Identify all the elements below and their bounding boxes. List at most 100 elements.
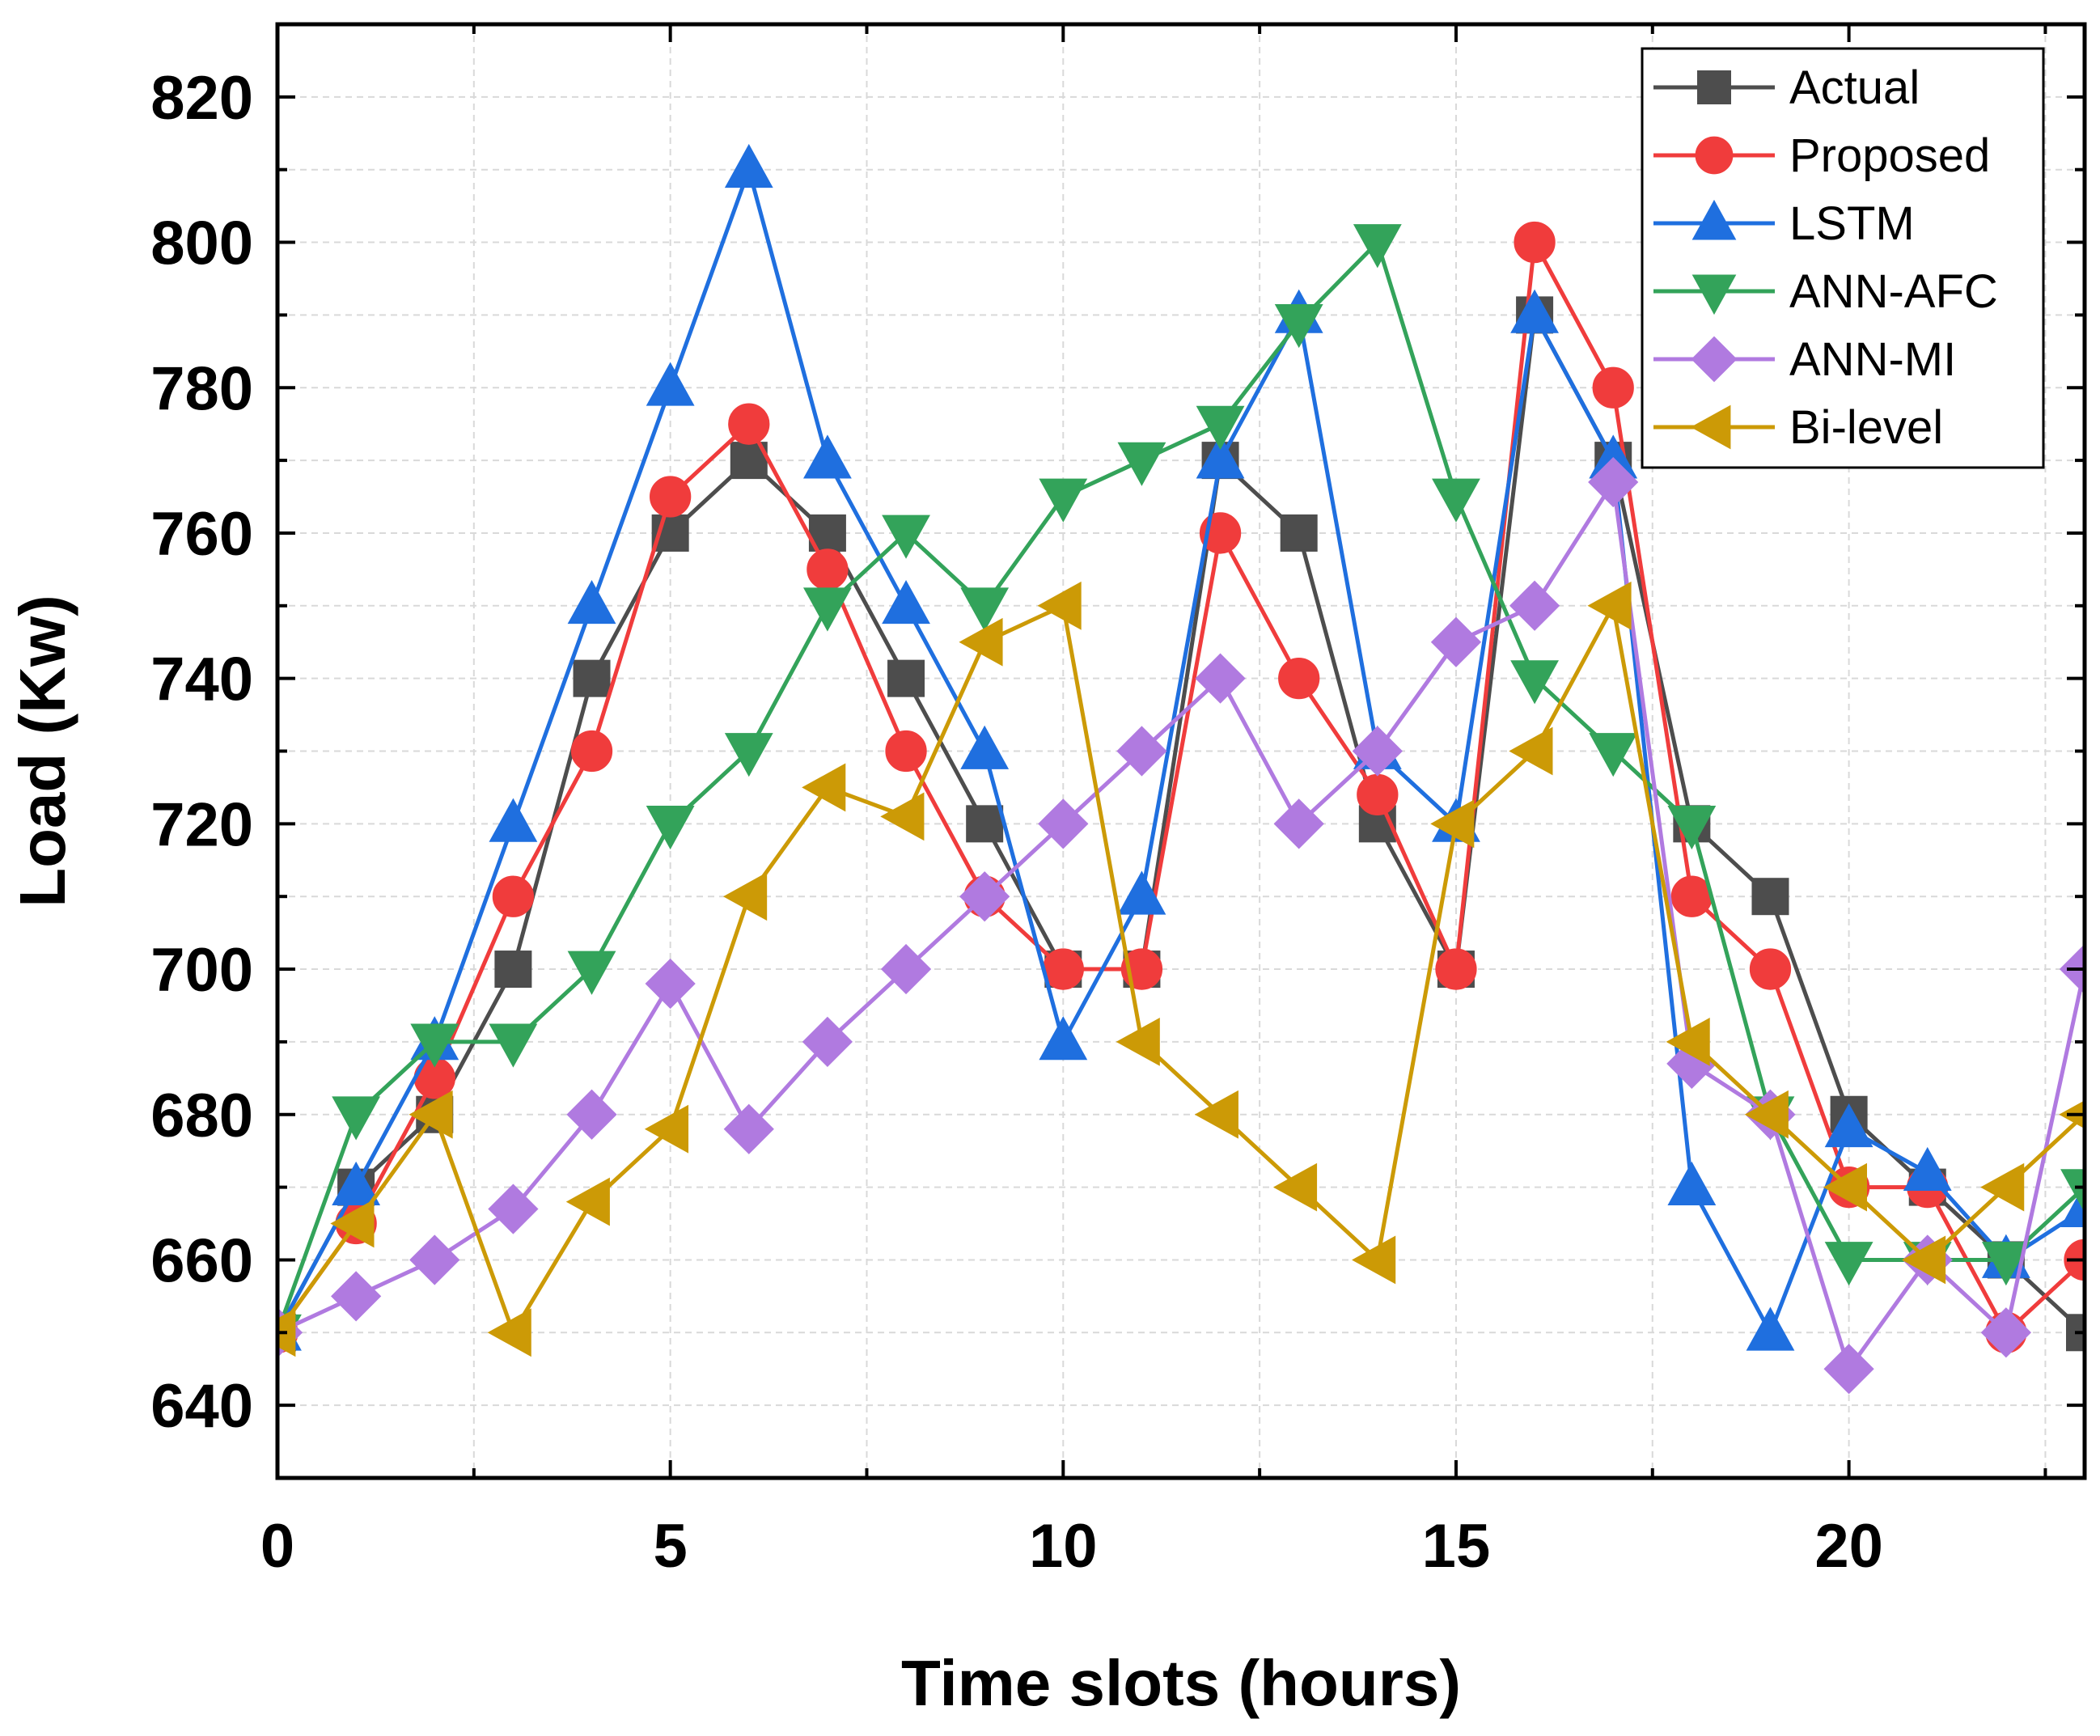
data-point-bi-level bbox=[1587, 581, 1632, 630]
data-point-lstm bbox=[882, 580, 930, 625]
data-point-proposed bbox=[1592, 366, 1634, 409]
data-point-ann-mi bbox=[959, 871, 1010, 922]
data-point-ann-afc bbox=[2060, 1169, 2085, 1213]
data-point-ann-afc bbox=[410, 1023, 459, 1068]
data-point-bi-level bbox=[880, 792, 925, 841]
data-point-ann-afc bbox=[1353, 224, 1402, 269]
data-point-ann-mi bbox=[723, 1103, 774, 1154]
data-point-ann-afc bbox=[1196, 405, 1245, 450]
y-tick-label: 660 bbox=[150, 1226, 253, 1295]
data-point-ann-afc bbox=[1510, 660, 1559, 705]
data-point-ann-mi bbox=[1430, 616, 1482, 667]
legend-box bbox=[1641, 47, 2045, 469]
data-point-bi-level bbox=[1352, 1235, 1396, 1285]
data-point-bi-level bbox=[644, 1104, 689, 1154]
data-point-bi-level bbox=[277, 1308, 296, 1357]
data-point-bi-level bbox=[330, 1199, 375, 1248]
data-point-bi-level bbox=[1509, 726, 1553, 776]
legend-marker-bi-level bbox=[1690, 404, 1731, 450]
legend-marker-ann-mi bbox=[1691, 336, 1738, 383]
data-point-lstm bbox=[332, 1161, 381, 1205]
data-point-ann-mi bbox=[331, 1271, 382, 1322]
data-point-bi-level bbox=[959, 617, 1003, 667]
data-point-proposed bbox=[1357, 773, 1399, 816]
axis-ticks: 640 660 680 700 720 740 760 780 800 820 0 5 10 15 20 bbox=[150, 23, 2085, 1581]
data-point-ann-mi bbox=[1273, 798, 1324, 849]
data-point-ann-afc bbox=[646, 805, 695, 850]
data-point-proposed bbox=[728, 403, 770, 445]
x-tick-label: 20 bbox=[1814, 1512, 1883, 1581]
data-point-ann-mi bbox=[802, 1016, 853, 1068]
data-point-ann-mi bbox=[1509, 580, 1560, 631]
data-point-proposed bbox=[1278, 658, 1320, 700]
data-point-lstm bbox=[724, 143, 773, 188]
data-point-lstm bbox=[1667, 1161, 1717, 1205]
x-tick-label: 15 bbox=[1422, 1512, 1491, 1581]
series-line-proposed bbox=[277, 240, 2085, 1335]
data-point-bi-level bbox=[1744, 1090, 1789, 1139]
data-point-actual bbox=[573, 659, 611, 697]
series-line-ann-afc bbox=[277, 240, 2085, 1334]
data-point-ann-afc bbox=[1981, 1242, 2030, 1286]
data-point-bi-level bbox=[409, 1090, 453, 1139]
data-point-ann-afc bbox=[803, 587, 852, 632]
data-point-ann-mi bbox=[409, 1234, 460, 1285]
data-point-ann-afc bbox=[960, 587, 1010, 632]
data-point-bi-level bbox=[723, 872, 768, 921]
data-point-lstm bbox=[1746, 1306, 1795, 1351]
data-point-ann-mi bbox=[1352, 726, 1403, 777]
y-tick-label: 720 bbox=[150, 790, 253, 859]
data-point-ann-mi bbox=[1823, 1344, 1874, 1395]
data-point-proposed bbox=[885, 730, 927, 773]
y-tick-label: 800 bbox=[150, 210, 253, 278]
y-axis-title: Load (Kw) bbox=[6, 595, 78, 908]
data-point-bi-level bbox=[1901, 1235, 1946, 1285]
y-tick-label: 760 bbox=[150, 500, 253, 569]
data-point-lstm bbox=[1903, 1146, 1952, 1192]
data-point-bi-level bbox=[802, 763, 846, 812]
legend-label-bi-level: Bi-level bbox=[1789, 401, 1943, 454]
data-point-bi-level bbox=[1430, 799, 1475, 849]
data-point-ann-mi bbox=[880, 943, 932, 995]
data-point-ann-afc bbox=[1667, 805, 1717, 850]
x-axis-title: Time slots (hours) bbox=[901, 1647, 1461, 1719]
legend: Actual Proposed LSTM ANN-AFC ANN-MI Bi-level bbox=[1641, 47, 2045, 469]
y-tick-label: 700 bbox=[150, 936, 253, 1005]
data-point-ann-afc bbox=[332, 1096, 381, 1141]
data-point-ann-afc bbox=[1117, 442, 1166, 486]
data-point-bi-level bbox=[1666, 1017, 1710, 1066]
y-tick-label: 640 bbox=[150, 1372, 253, 1441]
data-point-lstm bbox=[960, 725, 1010, 769]
data-point-bi-level bbox=[1823, 1162, 1867, 1212]
data-point-proposed bbox=[1435, 948, 1477, 990]
data-point-actual bbox=[966, 805, 1004, 843]
data-point-actual bbox=[494, 951, 532, 989]
data-point-proposed bbox=[570, 730, 613, 773]
data-point-actual bbox=[1751, 878, 1789, 916]
data-point-lstm bbox=[646, 362, 695, 406]
data-point-ann-afc bbox=[1274, 304, 1323, 349]
data-point-proposed bbox=[1514, 221, 1556, 264]
data-point-proposed bbox=[807, 548, 849, 591]
data-point-ann-afc bbox=[724, 733, 773, 777]
data-point-bi-level bbox=[487, 1308, 531, 1357]
data-point-lstm bbox=[1824, 1103, 1873, 1148]
data-point-proposed bbox=[1749, 948, 1792, 990]
data-point-lstm bbox=[489, 798, 538, 842]
legend-marker-actual bbox=[1697, 70, 1731, 104]
y-tick-label: 680 bbox=[150, 1082, 253, 1150]
data-point-lstm bbox=[1039, 1016, 1088, 1061]
data-point-ann-mi bbox=[1195, 653, 1246, 704]
legend-label-actual: Actual bbox=[1789, 61, 1920, 114]
data-point-ann-mi bbox=[1588, 456, 1639, 508]
data-point-ann-mi bbox=[645, 958, 696, 1010]
legend-marker-ann-afc bbox=[1691, 274, 1737, 315]
legend-label-proposed: Proposed bbox=[1789, 129, 1990, 182]
data-point-ann-afc bbox=[1039, 478, 1088, 523]
data-point-lstm bbox=[567, 580, 616, 625]
data-point-ann-mi bbox=[1116, 726, 1167, 777]
data-point-bi-level bbox=[1194, 1090, 1238, 1139]
legend-marker-proposed bbox=[1695, 136, 1734, 175]
data-point-lstm bbox=[1510, 289, 1559, 333]
